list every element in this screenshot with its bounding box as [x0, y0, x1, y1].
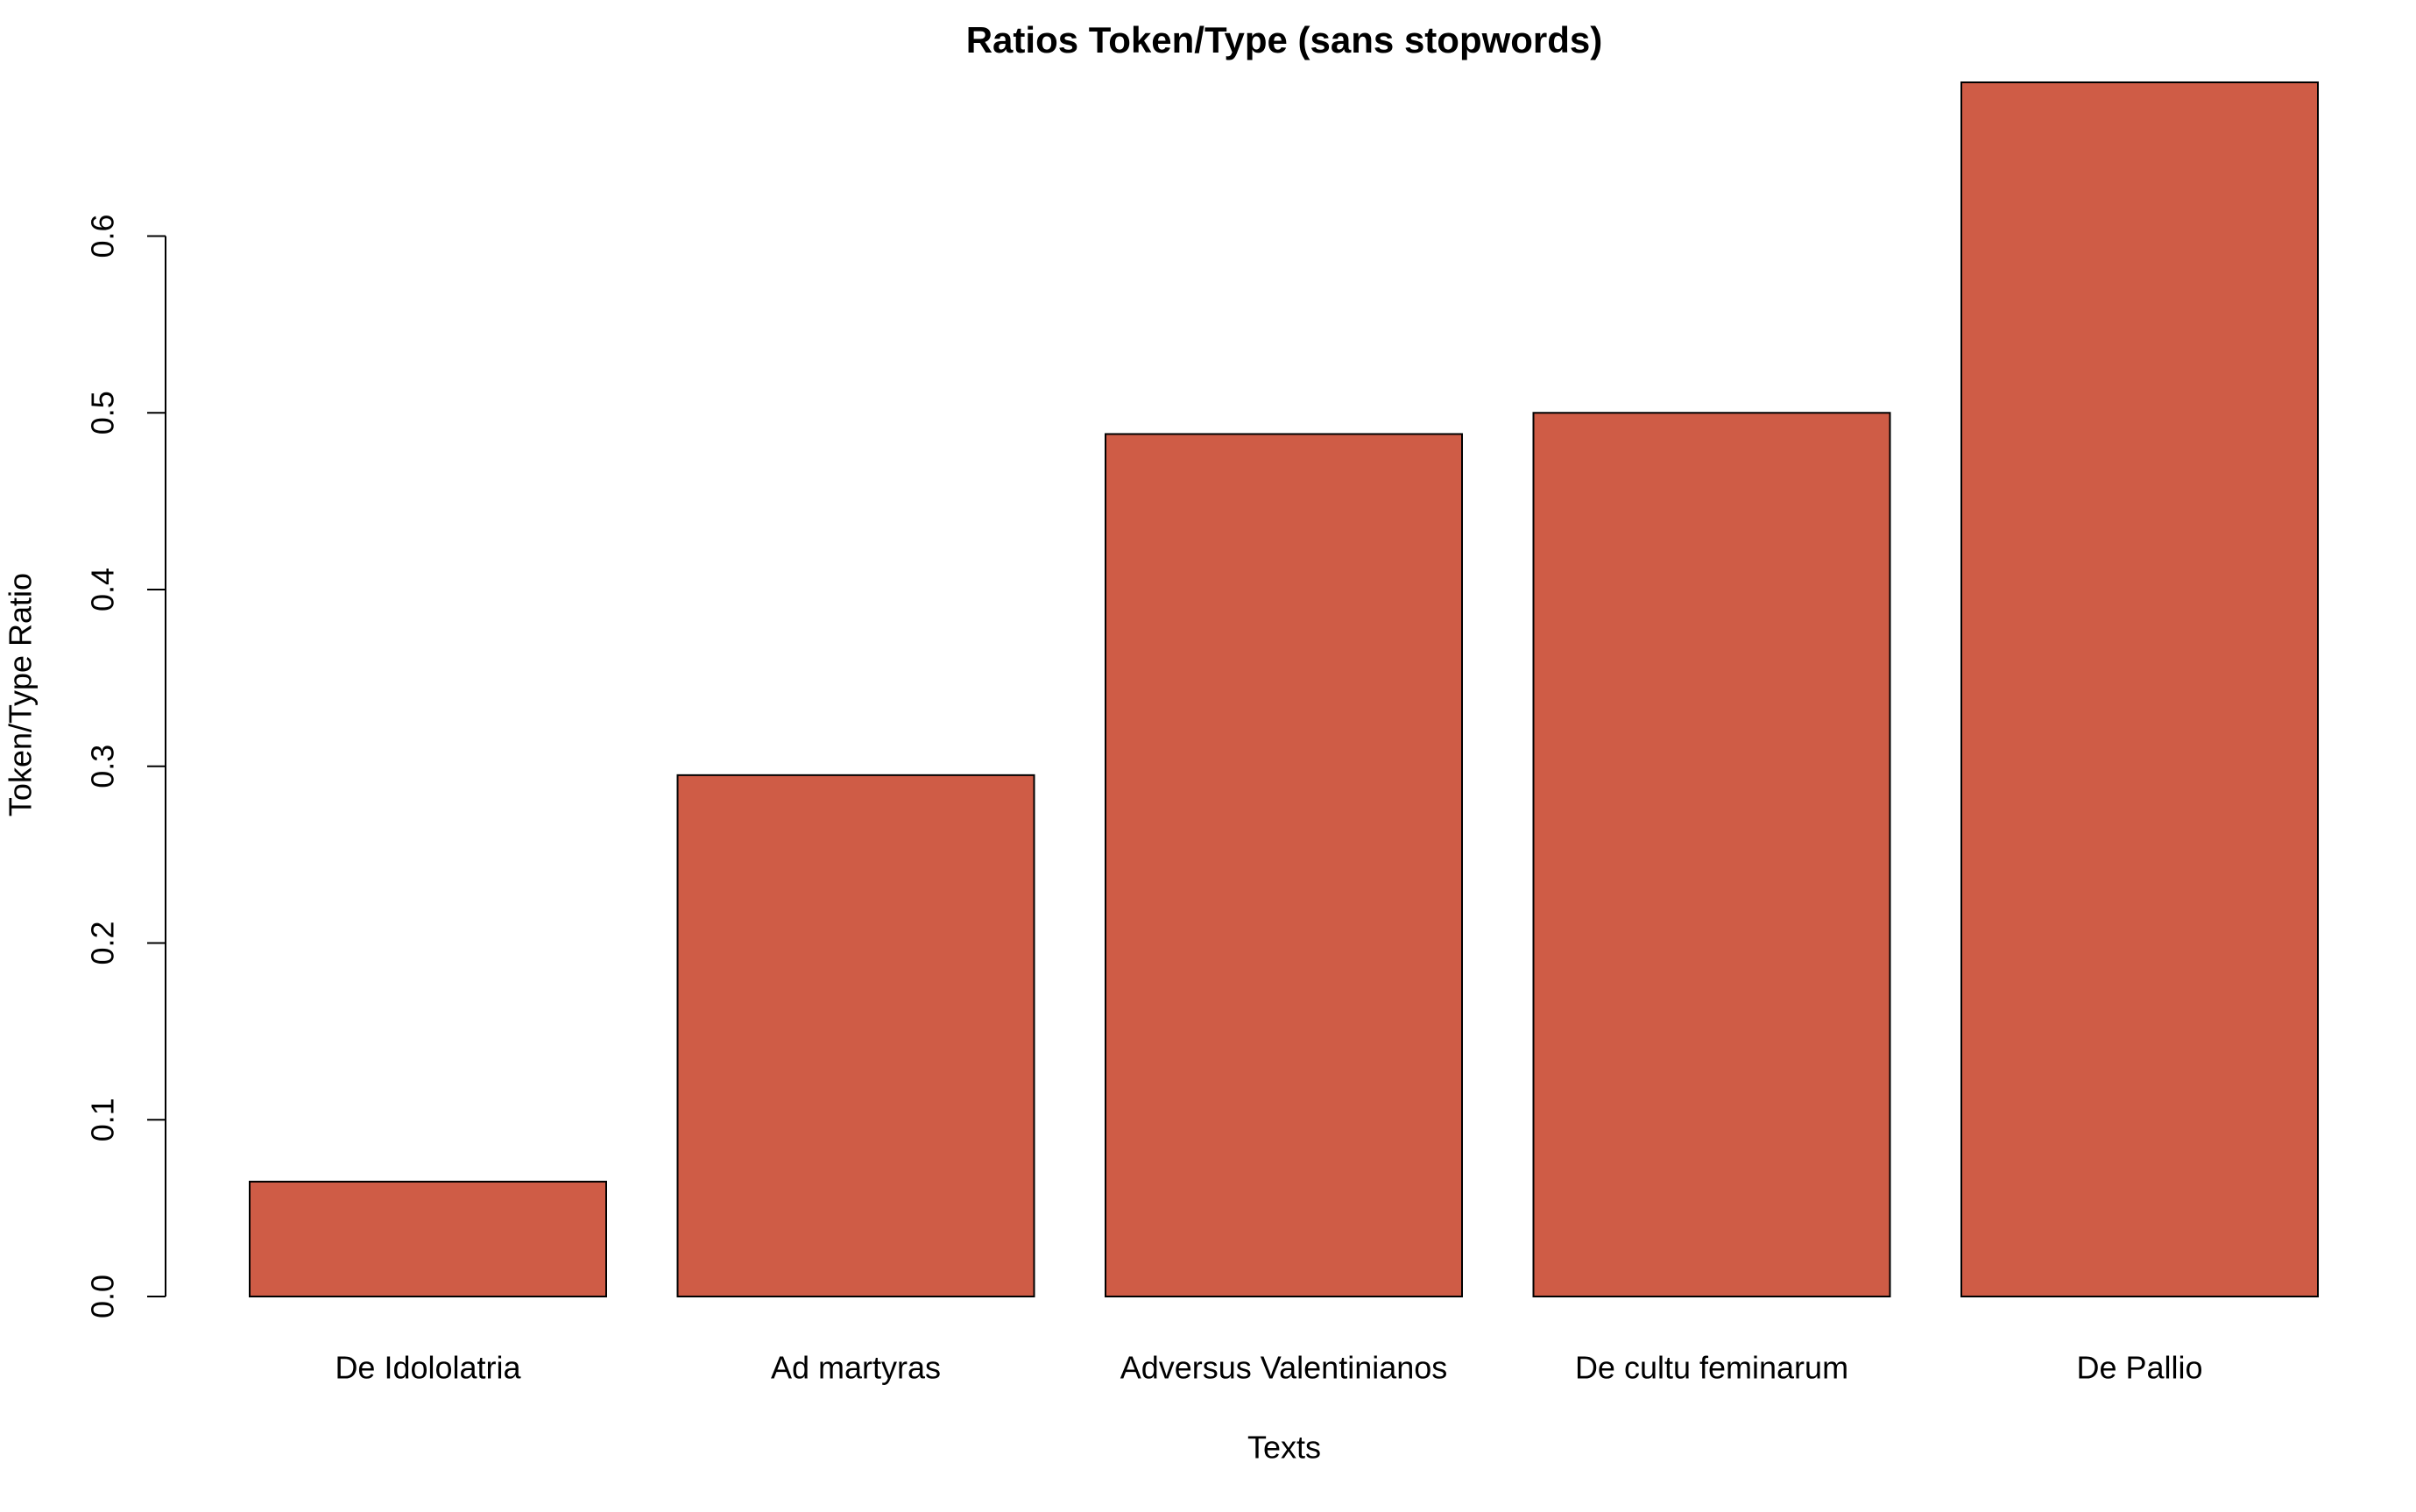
y-tick-label: 0.1	[85, 1098, 121, 1141]
x-tick-label: Adversus Valentinianos	[1120, 1350, 1448, 1386]
bar	[1105, 433, 1463, 1298]
x-tick-label: De Idololatria	[335, 1350, 521, 1386]
bar	[249, 1180, 607, 1297]
bar	[676, 774, 1035, 1297]
bar	[1960, 81, 2319, 1297]
y-tick-label: 0.3	[85, 745, 121, 788]
y-tick-label: 0.6	[85, 214, 121, 258]
chart-title: Ratios Token/Type (sans stopwords)	[966, 19, 1603, 60]
x-tick-label: Ad martyras	[771, 1350, 941, 1386]
y-tick-label: 0.5	[85, 391, 121, 435]
x-tick-label: De cultu feminarum	[1575, 1350, 1848, 1386]
y-tick-label: 0.4	[85, 568, 121, 611]
y-tick-label: 0.0	[85, 1275, 121, 1318]
bar	[1532, 412, 1891, 1298]
x-tick-label: De Pallio	[2076, 1350, 2202, 1386]
y-axis-label: Token/Type Ratio	[3, 573, 39, 816]
x-axis-label: Texts	[1247, 1430, 1321, 1466]
y-tick-label: 0.2	[85, 921, 121, 964]
